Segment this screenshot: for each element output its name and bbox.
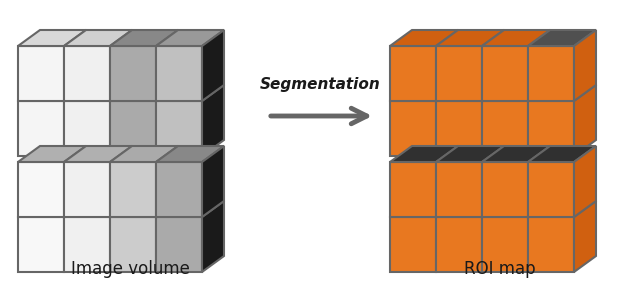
Polygon shape	[156, 46, 202, 101]
Text: Segmentation: Segmentation	[260, 77, 380, 92]
Polygon shape	[528, 46, 574, 101]
Polygon shape	[110, 162, 156, 217]
Polygon shape	[64, 101, 110, 156]
Polygon shape	[156, 162, 202, 217]
Polygon shape	[528, 30, 596, 46]
Polygon shape	[202, 30, 224, 101]
Polygon shape	[110, 146, 178, 162]
Polygon shape	[390, 162, 436, 217]
Polygon shape	[436, 46, 482, 101]
Polygon shape	[64, 30, 132, 46]
Polygon shape	[482, 30, 550, 46]
Polygon shape	[482, 146, 550, 162]
Polygon shape	[64, 217, 110, 272]
Polygon shape	[436, 217, 482, 272]
Polygon shape	[64, 46, 110, 101]
Polygon shape	[64, 162, 110, 217]
Polygon shape	[574, 201, 596, 272]
Polygon shape	[528, 101, 574, 156]
Polygon shape	[390, 46, 436, 101]
Polygon shape	[110, 46, 156, 101]
Polygon shape	[528, 146, 596, 162]
Polygon shape	[390, 217, 436, 272]
Polygon shape	[202, 146, 224, 217]
Polygon shape	[482, 217, 528, 272]
Polygon shape	[64, 146, 132, 162]
Polygon shape	[156, 101, 202, 156]
Polygon shape	[574, 146, 596, 217]
Polygon shape	[482, 46, 528, 101]
Polygon shape	[18, 46, 64, 101]
Polygon shape	[528, 162, 574, 217]
Polygon shape	[18, 217, 64, 272]
Polygon shape	[390, 101, 436, 156]
Polygon shape	[18, 30, 86, 46]
Polygon shape	[202, 85, 224, 156]
Polygon shape	[110, 101, 156, 156]
Polygon shape	[482, 162, 528, 217]
Polygon shape	[156, 146, 224, 162]
Polygon shape	[390, 30, 458, 46]
Polygon shape	[156, 217, 202, 272]
Polygon shape	[436, 146, 504, 162]
Polygon shape	[18, 162, 64, 217]
Text: ROI map: ROI map	[464, 260, 536, 278]
Polygon shape	[574, 85, 596, 156]
Polygon shape	[110, 30, 178, 46]
Polygon shape	[390, 146, 458, 162]
Text: Image volume: Image volume	[70, 260, 189, 278]
Polygon shape	[202, 201, 224, 272]
Polygon shape	[18, 101, 64, 156]
Polygon shape	[436, 101, 482, 156]
Polygon shape	[110, 217, 156, 272]
Polygon shape	[528, 217, 574, 272]
Polygon shape	[482, 101, 528, 156]
Polygon shape	[436, 30, 504, 46]
Polygon shape	[156, 30, 224, 46]
Polygon shape	[436, 162, 482, 217]
Polygon shape	[18, 146, 86, 162]
Polygon shape	[574, 30, 596, 101]
